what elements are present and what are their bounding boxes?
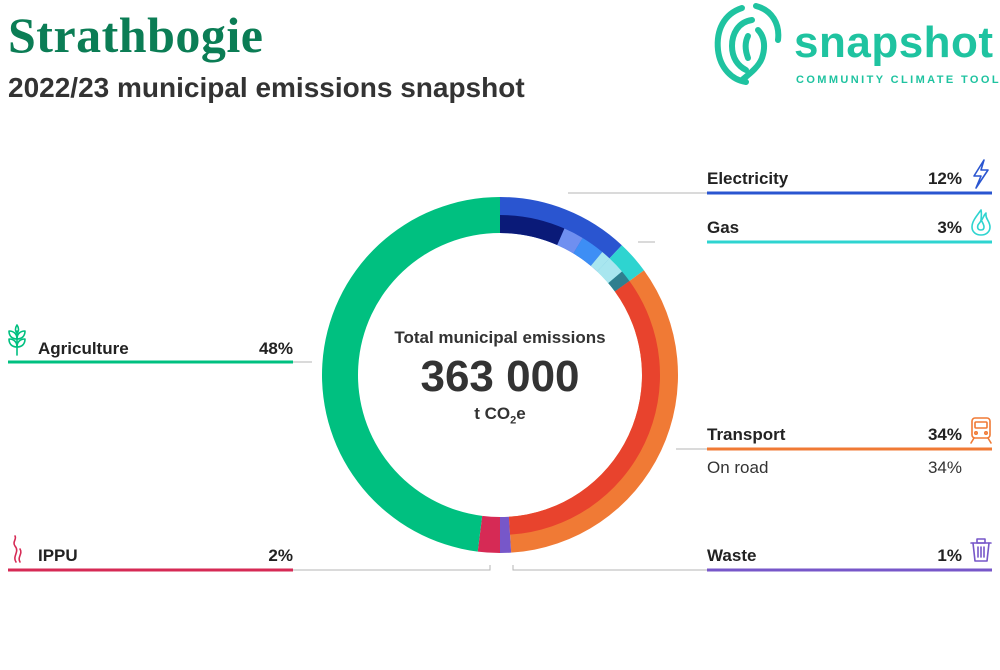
smoke-icon xyxy=(13,535,22,563)
legend-on-road-label: On road xyxy=(707,458,769,477)
legend-agriculture-label: Agriculture xyxy=(38,339,129,358)
page-title: Strathbogie xyxy=(8,7,264,63)
unit-main: t CO xyxy=(474,404,511,423)
unit-end: e xyxy=(516,404,526,423)
legend-ippu-percent: 2% xyxy=(268,546,293,565)
unit-subscript: 2 xyxy=(510,414,517,427)
legend-waste-percent: 1% xyxy=(937,546,962,565)
leader-lines xyxy=(293,192,707,571)
train-icon xyxy=(970,417,992,444)
donut-inner-ring xyxy=(500,215,660,535)
legend-transport-label: Transport xyxy=(707,425,786,444)
donut-inner-segment-electricity-2 xyxy=(573,238,603,266)
lightning-bolt-icon xyxy=(973,159,989,189)
logo-tagline: COMMUNITY CLIMATE TOOL xyxy=(796,74,1000,86)
fingerprint-swirl-icon xyxy=(714,3,782,85)
donut-segment-ippu xyxy=(477,515,500,553)
legend-waste-label: Waste xyxy=(707,546,757,565)
total-emissions-unit: t CO2e xyxy=(360,404,640,426)
total-emissions-value: 363 000 xyxy=(420,352,580,401)
legend-electricity-percent: 12% xyxy=(927,169,962,188)
total-emissions-label: Total municipal emissions xyxy=(394,328,606,347)
trash-bin-icon xyxy=(970,538,992,562)
legend-transport-percent: 34% xyxy=(927,425,962,444)
legend-gas-label: Gas xyxy=(707,218,740,237)
leader-line-waste xyxy=(512,565,707,571)
donut-inner-segment-transport-6 xyxy=(508,280,660,535)
legend-electricity-label: Electricity xyxy=(707,169,789,188)
page-subtitle: 2022/23 municipal emissions snapshot xyxy=(8,72,525,103)
wheat-icon xyxy=(8,324,26,356)
flame-icon xyxy=(971,209,991,236)
legend-ippu-label: IPPU xyxy=(38,546,78,565)
donut-inner-segment-electricity-0 xyxy=(500,215,565,246)
donut-inner-segment-gas-4 xyxy=(597,258,622,284)
donut-segment-waste xyxy=(500,516,512,553)
legend-underlines xyxy=(8,191,992,572)
logo-wordmark: snapshot xyxy=(794,18,994,67)
legend-on-road-percent: 34% xyxy=(927,458,962,477)
legend-agriculture-percent: 48% xyxy=(258,339,293,358)
donut-segment-agriculture xyxy=(321,197,500,552)
donut-inner-segment-electricity-1 xyxy=(557,228,583,254)
legend-gas-percent: 3% xyxy=(937,218,962,237)
donut-segment-transport xyxy=(508,270,678,553)
leader-line-ippu xyxy=(293,565,491,571)
donut-inner-segment-gas-5 xyxy=(608,271,630,292)
category-icons xyxy=(8,159,992,563)
snapshot-logo: snapshot COMMUNITY CLIMATE TOOL xyxy=(712,0,1000,90)
donut-inner-segment-electricity-3 xyxy=(590,251,610,272)
